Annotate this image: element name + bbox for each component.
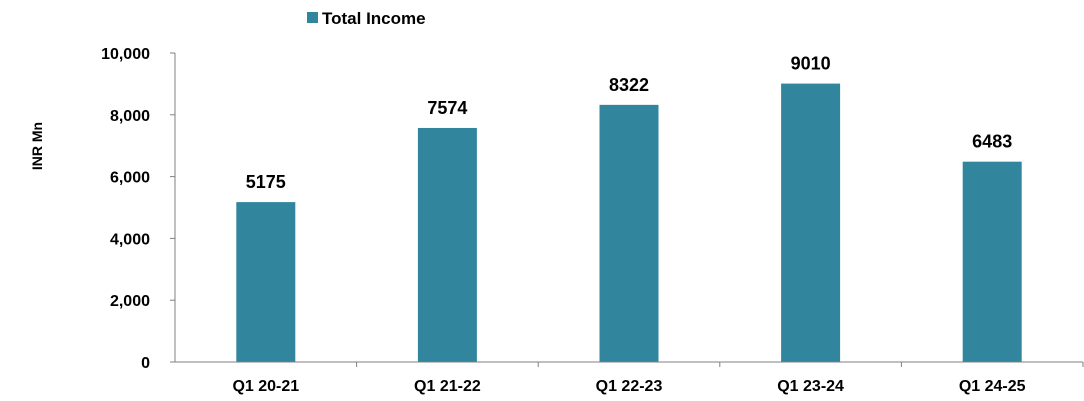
legend: Total Income (307, 9, 426, 28)
bar (781, 83, 841, 362)
x-tick-label: Q1 24-25 (959, 378, 1026, 395)
x-tick-label: Q1 23-24 (777, 378, 844, 395)
data-label: 6483 (972, 132, 1012, 152)
bar (236, 202, 296, 362)
bars (236, 83, 1022, 363)
bar (962, 161, 1022, 362)
x-tick-label: Q1 20-21 (232, 378, 299, 395)
bar (599, 104, 659, 363)
x-tick-label: Q1 22-23 (596, 378, 663, 395)
x-axis-labels: Q1 20-21 Q1 21-22 Q1 22-23 Q1 23-24 Q1 24-25 (232, 362, 1084, 395)
legend-swatch (307, 12, 318, 23)
data-label: 7574 (427, 98, 467, 118)
y-tick-label: 4,000 (110, 231, 150, 248)
data-label: 8322 (609, 75, 649, 95)
y-tick-label: 8,000 (110, 108, 150, 125)
data-label: 5175 (246, 172, 286, 192)
y-tick-label: 10,000 (101, 46, 150, 63)
y-axis-title: INR Mn (29, 122, 45, 170)
y-tick-label: 0 (141, 355, 150, 372)
legend-label: Total Income (322, 9, 426, 28)
y-tick-label: 6,000 (110, 170, 150, 187)
data-labels: 5175 7574 8322 9010 6483 (246, 54, 1012, 193)
data-label: 9010 (791, 54, 831, 74)
bar (417, 127, 477, 362)
y-tick-label: 2,000 (110, 293, 150, 310)
x-tick-label: Q1 21-22 (414, 378, 481, 395)
y-axis-ticks: 0 2,000 4,000 6,000 8,000 10,000 (101, 46, 175, 372)
